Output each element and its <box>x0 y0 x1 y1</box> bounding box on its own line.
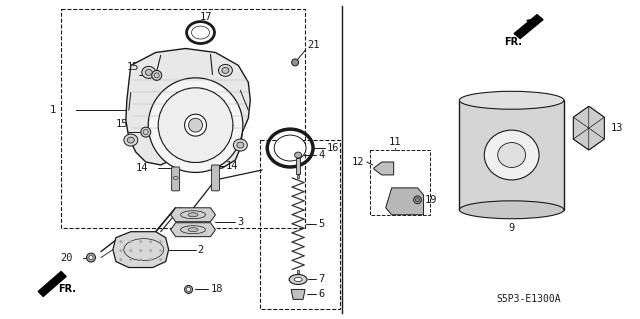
Polygon shape <box>171 223 216 237</box>
Circle shape <box>149 249 152 252</box>
Text: 14: 14 <box>225 161 238 171</box>
Ellipse shape <box>292 59 299 66</box>
Text: 21: 21 <box>307 40 319 49</box>
Ellipse shape <box>237 142 244 148</box>
FancyBboxPatch shape <box>297 270 299 272</box>
FancyBboxPatch shape <box>211 165 220 191</box>
Text: 17: 17 <box>199 11 212 22</box>
Circle shape <box>120 258 122 261</box>
Text: 2: 2 <box>198 245 204 255</box>
Circle shape <box>120 240 122 243</box>
Text: 16: 16 <box>327 143 339 153</box>
Text: 15: 15 <box>127 63 140 72</box>
Circle shape <box>140 258 142 261</box>
Circle shape <box>129 249 132 252</box>
Polygon shape <box>171 208 216 222</box>
Ellipse shape <box>184 114 207 136</box>
Circle shape <box>159 249 162 252</box>
Ellipse shape <box>124 134 138 146</box>
Circle shape <box>159 258 162 261</box>
FancyBboxPatch shape <box>296 158 300 174</box>
Bar <box>460 100 564 210</box>
Polygon shape <box>573 106 604 150</box>
Ellipse shape <box>191 26 209 39</box>
Ellipse shape <box>222 67 229 73</box>
Ellipse shape <box>86 253 95 262</box>
Ellipse shape <box>142 66 156 78</box>
Polygon shape <box>113 232 169 268</box>
Circle shape <box>120 249 122 252</box>
Text: 5: 5 <box>318 219 324 229</box>
Polygon shape <box>126 48 250 170</box>
Text: 4: 4 <box>318 150 324 160</box>
Ellipse shape <box>141 127 151 137</box>
Ellipse shape <box>152 70 162 80</box>
Ellipse shape <box>498 143 525 167</box>
Ellipse shape <box>218 64 232 76</box>
Polygon shape <box>514 15 543 39</box>
Text: 15: 15 <box>116 119 129 129</box>
Ellipse shape <box>145 70 152 75</box>
FancyBboxPatch shape <box>172 167 180 191</box>
Ellipse shape <box>184 286 193 293</box>
Text: FR.: FR. <box>58 285 76 294</box>
Ellipse shape <box>294 278 302 281</box>
FancyBboxPatch shape <box>297 175 299 178</box>
Text: S5P3-E1300A: S5P3-E1300A <box>497 294 561 304</box>
Circle shape <box>149 258 152 261</box>
Text: 3: 3 <box>237 217 244 227</box>
Ellipse shape <box>289 274 307 285</box>
Text: 18: 18 <box>211 285 223 294</box>
Text: 7: 7 <box>318 274 324 285</box>
Ellipse shape <box>484 130 539 180</box>
Ellipse shape <box>148 78 243 173</box>
Text: 14: 14 <box>135 163 148 173</box>
Circle shape <box>149 240 152 243</box>
Polygon shape <box>374 162 394 175</box>
Circle shape <box>140 240 142 243</box>
Circle shape <box>129 258 132 261</box>
Circle shape <box>159 240 162 243</box>
Ellipse shape <box>188 228 198 232</box>
Text: 6: 6 <box>318 289 324 300</box>
Ellipse shape <box>294 152 301 158</box>
Ellipse shape <box>460 201 564 219</box>
Circle shape <box>129 240 132 243</box>
Ellipse shape <box>413 196 422 204</box>
Text: FR.: FR. <box>504 37 522 47</box>
Ellipse shape <box>189 118 202 132</box>
Ellipse shape <box>460 91 564 109</box>
Text: 11: 11 <box>388 137 401 147</box>
Circle shape <box>140 249 142 252</box>
Ellipse shape <box>158 88 233 162</box>
Text: 13: 13 <box>611 123 623 133</box>
Text: 12: 12 <box>351 157 364 167</box>
Polygon shape <box>291 289 305 300</box>
Ellipse shape <box>274 135 306 161</box>
Text: 20: 20 <box>61 253 73 263</box>
Polygon shape <box>38 271 66 296</box>
Ellipse shape <box>234 139 247 151</box>
Text: 19: 19 <box>424 195 437 205</box>
Ellipse shape <box>89 256 93 260</box>
Ellipse shape <box>187 287 191 292</box>
Ellipse shape <box>188 213 198 217</box>
Polygon shape <box>386 188 424 215</box>
Ellipse shape <box>127 137 134 143</box>
Text: 9: 9 <box>509 223 515 233</box>
Text: 1: 1 <box>50 105 56 115</box>
